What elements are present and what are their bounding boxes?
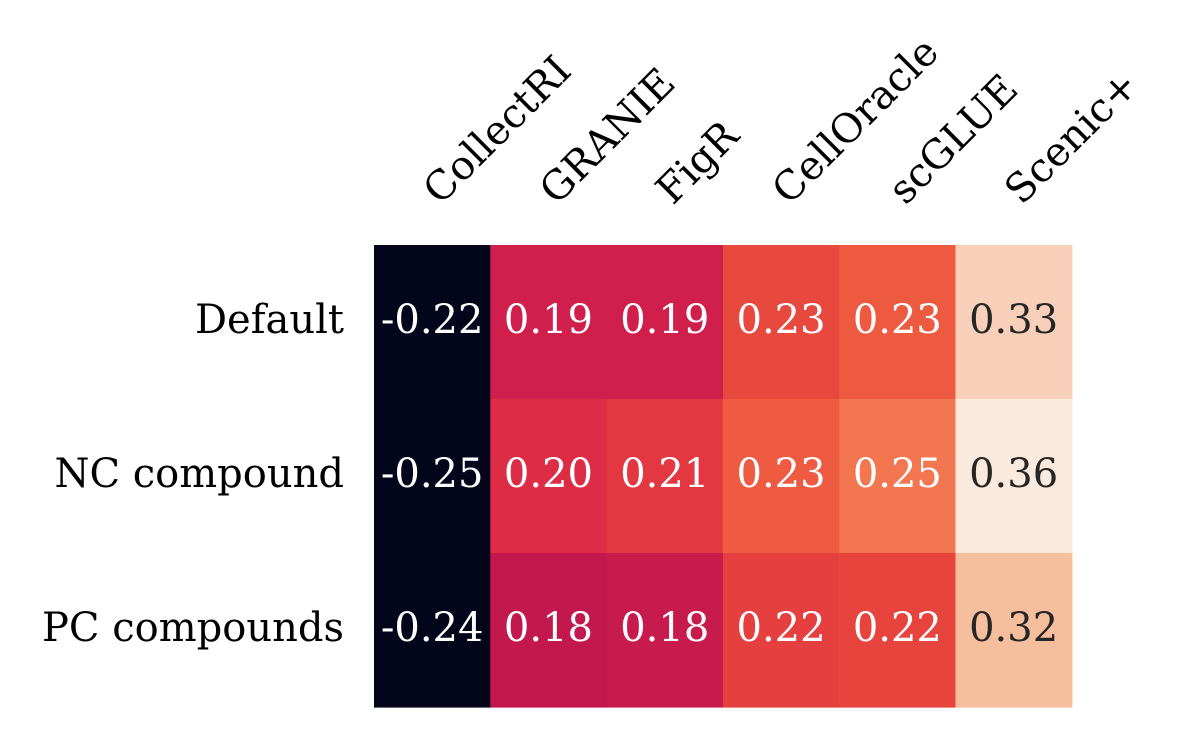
cell-value-label: 0.21 <box>620 451 709 497</box>
heatmap-cell <box>722 553 840 708</box>
cell-value-label: 0.22 <box>853 605 942 651</box>
cell-annotations: -0.22 0.19 0.19 0.23 0.23 0.33 -0.25 0.20 0.21 0.… <box>381 297 1058 651</box>
heatmap-cell <box>722 245 840 400</box>
heatmap-cell <box>374 245 491 400</box>
cell-value-label: -0.24 <box>381 605 484 651</box>
heatmap-cell <box>722 399 840 554</box>
heatmap-cell <box>955 245 1073 400</box>
cell-value-label: 0.23 <box>853 297 942 343</box>
heatmap-cells <box>374 245 1073 708</box>
cell-value-label: 0.23 <box>737 451 826 497</box>
cell-value-label: 0.36 <box>969 451 1058 497</box>
heatmap-cell <box>606 245 724 400</box>
row-label: PC compounds <box>42 605 344 651</box>
row-labels: Default NC compound PC compounds <box>42 297 344 651</box>
heatmap-cell <box>490 399 608 554</box>
cell-value-label: 0.18 <box>620 605 709 651</box>
cell-value-label: 0.32 <box>969 605 1058 651</box>
heatmap-cell <box>374 399 491 554</box>
heatmap-cell <box>606 399 724 554</box>
column-label: FigR <box>647 111 749 213</box>
heatmap-cell <box>839 553 957 708</box>
heatmap-cell <box>374 553 491 708</box>
column-label: Scenic+ <box>996 62 1147 213</box>
heatmap-cell <box>490 553 608 708</box>
heatmap-cell <box>490 245 608 400</box>
cell-value-label: 0.19 <box>504 297 593 343</box>
heatmap-cell <box>955 399 1073 554</box>
cell-value-label: 0.33 <box>969 297 1058 343</box>
cell-value-label: 0.22 <box>737 605 826 651</box>
cell-value-label: -0.25 <box>381 451 484 497</box>
row-label: NC compound <box>54 451 344 497</box>
cell-value-label: 0.18 <box>504 605 593 651</box>
row-label: Default <box>195 297 344 343</box>
cell-value-label: 0.20 <box>504 451 593 497</box>
heatmap-cell <box>839 245 957 400</box>
heatmap-cell <box>955 553 1073 708</box>
cell-value-label: -0.22 <box>381 297 484 343</box>
cell-value-label: 0.25 <box>853 451 942 497</box>
cell-value-label: 0.23 <box>737 297 826 343</box>
heatmap-cell <box>606 553 724 708</box>
heatmap-cell <box>839 399 957 554</box>
cell-value-label: 0.19 <box>620 297 709 343</box>
